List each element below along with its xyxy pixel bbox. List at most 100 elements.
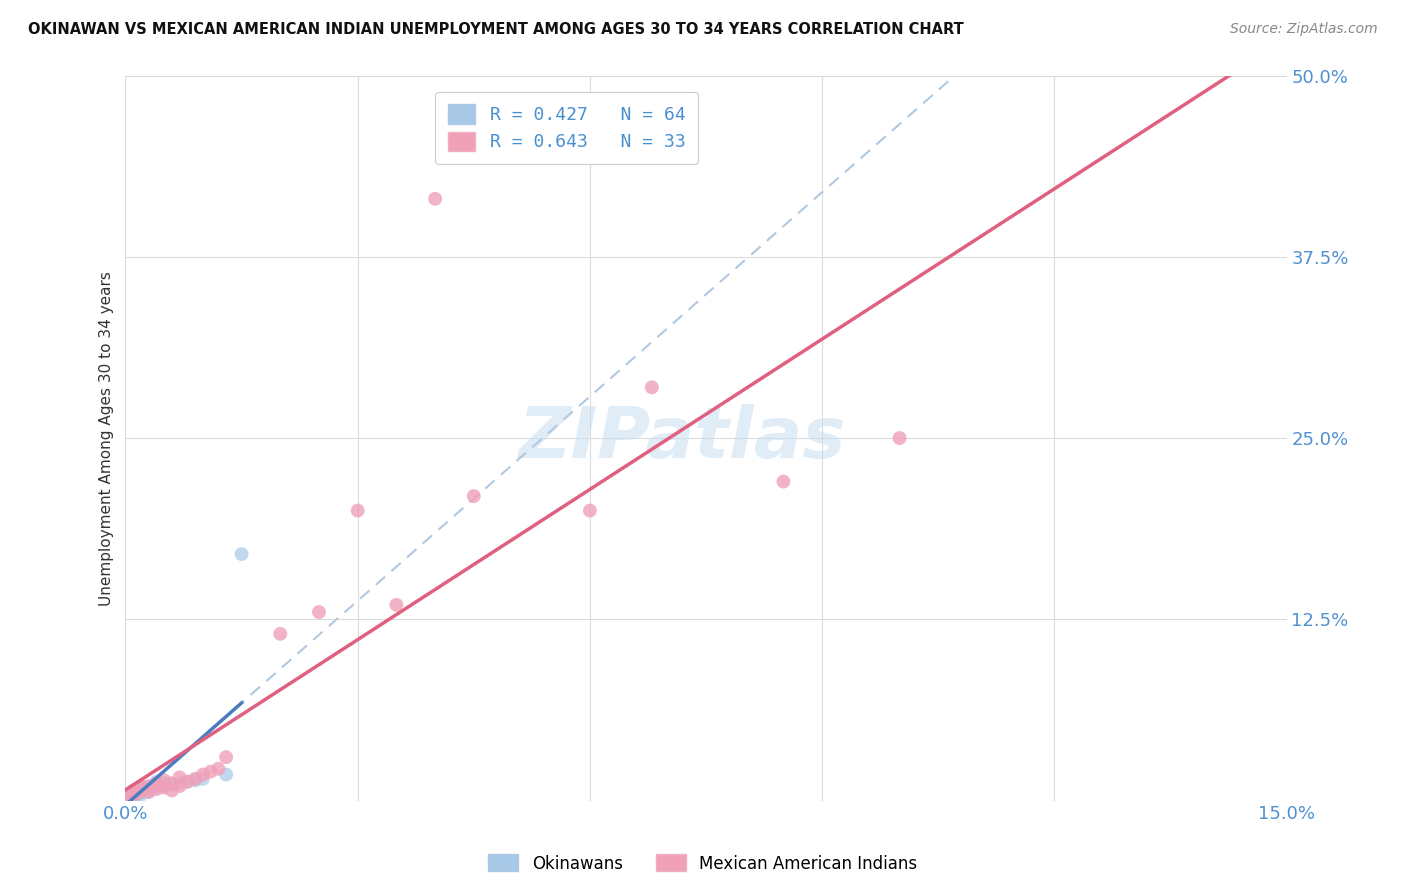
Point — [184, 773, 207, 788]
Point — [121, 789, 143, 804]
Point — [120, 790, 142, 805]
Point — [169, 776, 191, 790]
Point — [118, 789, 141, 804]
Point — [125, 785, 148, 799]
Point — [132, 780, 155, 795]
Point — [124, 789, 146, 804]
Point — [131, 785, 153, 799]
Point — [115, 793, 138, 807]
Point — [269, 627, 291, 641]
Point — [463, 489, 485, 503]
Point — [134, 782, 156, 797]
Point — [641, 380, 664, 394]
Point — [231, 547, 253, 561]
Point — [160, 783, 183, 797]
Legend: Okinawans, Mexican American Indians: Okinawans, Mexican American Indians — [482, 847, 924, 880]
Point — [122, 783, 145, 797]
Point — [191, 772, 214, 786]
Point — [115, 793, 138, 807]
Point — [127, 786, 149, 800]
Point — [153, 779, 176, 793]
Point — [124, 788, 146, 802]
Point — [145, 774, 167, 789]
Point — [169, 779, 191, 793]
Point — [153, 780, 176, 795]
Point — [120, 792, 142, 806]
Point — [115, 793, 138, 807]
Point — [346, 503, 368, 517]
Point — [160, 776, 183, 790]
Point — [118, 792, 141, 806]
Point — [184, 772, 207, 786]
Point — [117, 791, 139, 805]
Point — [129, 785, 152, 799]
Point — [117, 791, 139, 805]
Point — [121, 789, 143, 804]
Point — [129, 788, 152, 802]
Point — [385, 598, 408, 612]
Point — [129, 779, 152, 793]
Point — [117, 792, 139, 806]
Point — [122, 790, 145, 805]
Point — [128, 782, 150, 797]
Point — [207, 762, 229, 776]
Point — [118, 790, 141, 805]
Point — [579, 503, 602, 517]
Y-axis label: Unemployment Among Ages 30 to 34 years: Unemployment Among Ages 30 to 34 years — [100, 270, 114, 606]
Point — [115, 793, 138, 807]
Point — [138, 785, 160, 799]
Point — [134, 782, 156, 797]
Point — [122, 789, 145, 804]
Point — [215, 750, 238, 764]
Point — [121, 790, 143, 805]
Point — [118, 789, 141, 804]
Point — [145, 782, 167, 797]
Text: Source: ZipAtlas.com: Source: ZipAtlas.com — [1230, 22, 1378, 37]
Point — [115, 792, 138, 806]
Point — [191, 767, 214, 781]
Point — [138, 785, 160, 799]
Point — [176, 774, 198, 789]
Legend: R = 0.427   N = 64, R = 0.643   N = 33: R = 0.427 N = 64, R = 0.643 N = 33 — [436, 92, 697, 164]
Point — [125, 786, 148, 800]
Point — [120, 791, 142, 805]
Point — [115, 793, 138, 807]
Point — [169, 771, 191, 785]
Point — [308, 605, 330, 619]
Point — [122, 785, 145, 799]
Point — [117, 790, 139, 805]
Point — [139, 782, 162, 797]
Point — [772, 475, 794, 489]
Point — [142, 779, 165, 793]
Point — [125, 785, 148, 799]
Point — [138, 779, 160, 793]
Point — [145, 776, 167, 790]
Point — [153, 773, 176, 788]
Point — [160, 778, 183, 792]
Point — [125, 788, 148, 802]
Point — [118, 791, 141, 805]
Point — [115, 793, 138, 807]
Text: ZIPatlas: ZIPatlas — [519, 403, 846, 473]
Point — [124, 786, 146, 800]
Point — [115, 793, 138, 807]
Point — [122, 792, 145, 806]
Text: OKINAWAN VS MEXICAN AMERICAN INDIAN UNEMPLOYMENT AMONG AGES 30 TO 34 YEARS CORRE: OKINAWAN VS MEXICAN AMERICAN INDIAN UNEM… — [28, 22, 965, 37]
Point — [120, 790, 142, 805]
Point — [200, 764, 222, 779]
Point — [122, 788, 145, 802]
Point — [889, 431, 911, 445]
Point — [153, 776, 176, 790]
Point — [115, 793, 138, 807]
Point — [117, 792, 139, 806]
Point — [117, 792, 139, 806]
Point — [145, 780, 167, 795]
Point — [215, 767, 238, 781]
Point — [121, 790, 143, 805]
Point — [129, 782, 152, 797]
Point — [138, 780, 160, 795]
Point — [423, 192, 446, 206]
Point — [176, 774, 198, 789]
Point — [122, 788, 145, 802]
Point — [129, 783, 152, 797]
